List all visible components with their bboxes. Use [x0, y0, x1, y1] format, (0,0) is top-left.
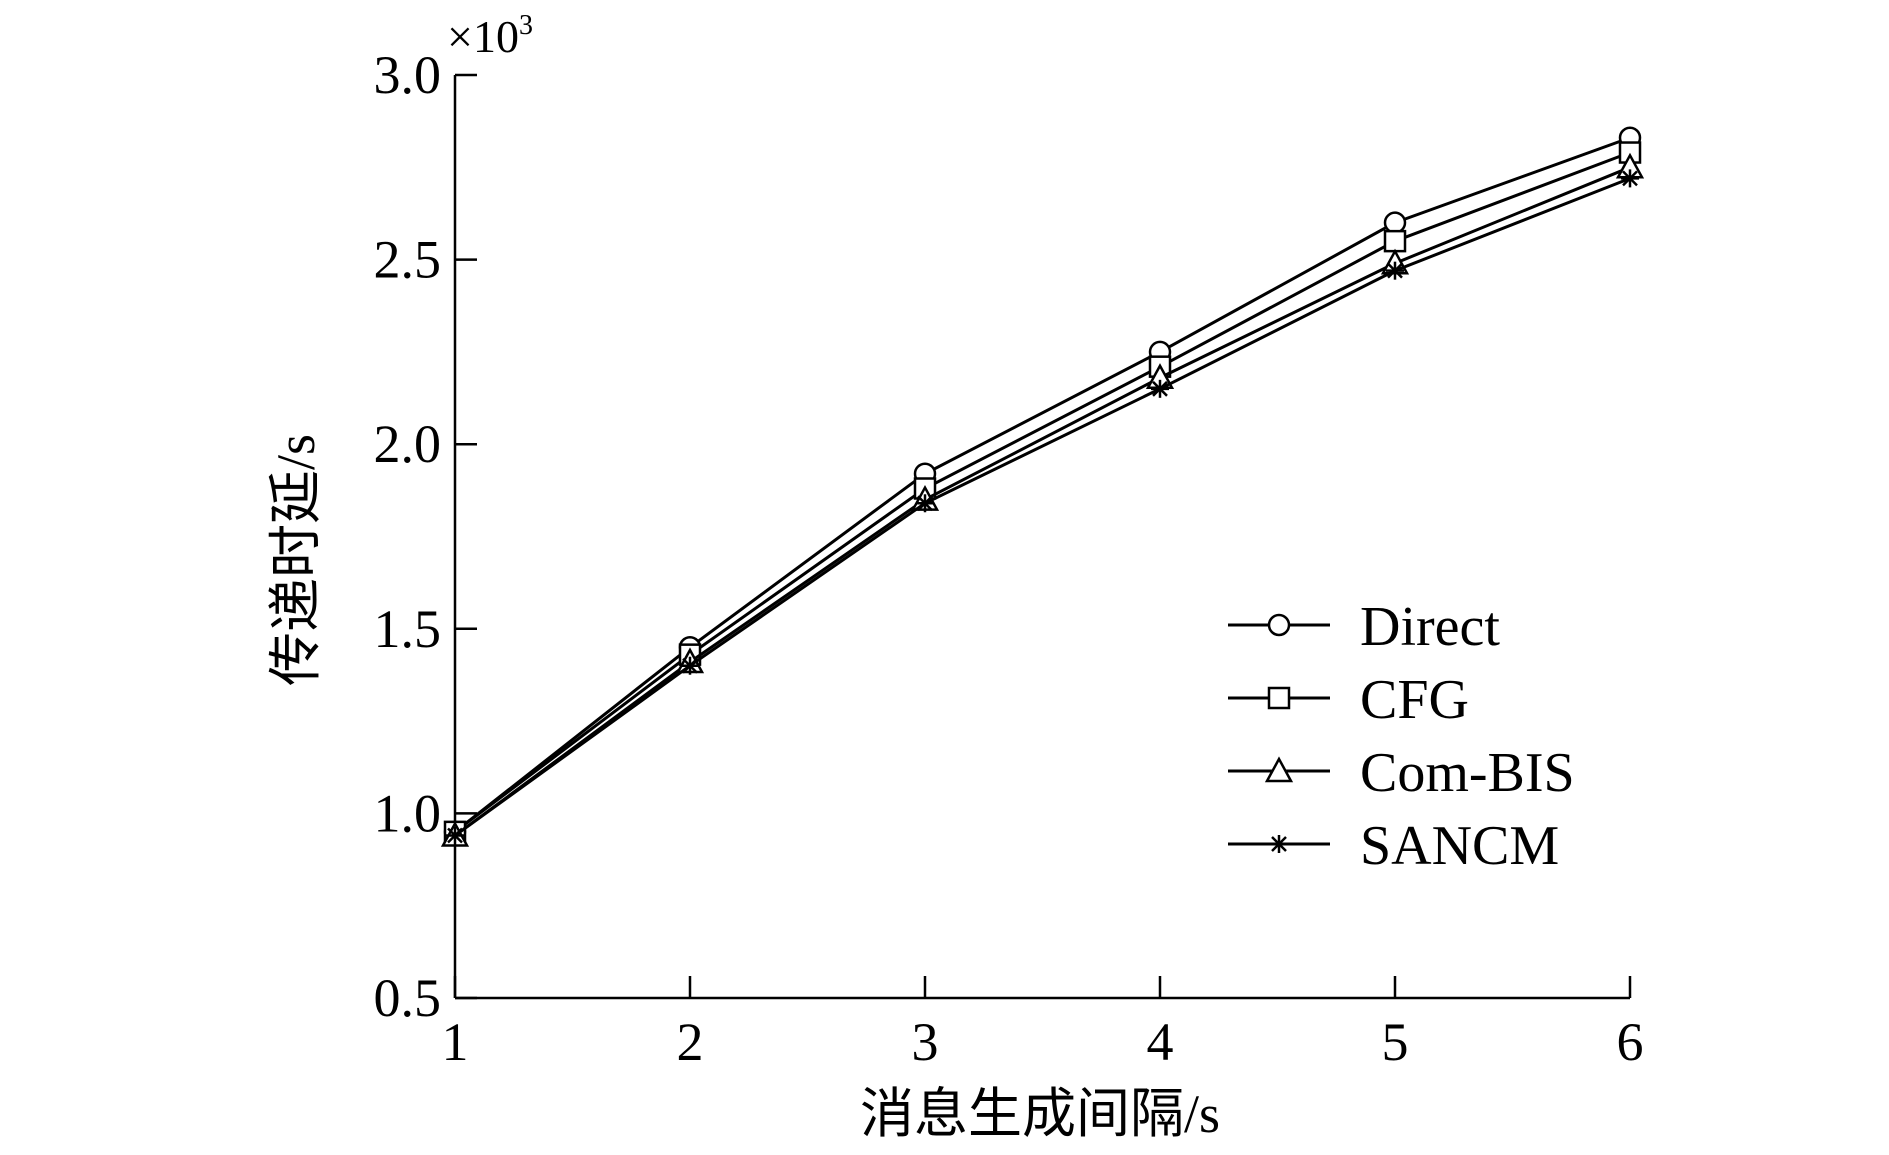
star-stroke: [917, 495, 933, 512]
legend-item-cfg: CFG: [1228, 669, 1469, 731]
star-stroke: [1152, 380, 1168, 397]
legend-marker: [1264, 756, 1294, 783]
x-tick-label: 6: [1617, 1012, 1644, 1072]
star-stroke: [682, 657, 698, 674]
legend-label: Direct: [1360, 596, 1500, 658]
legend-marker: [1270, 835, 1288, 853]
series-line-com-bis: [454, 165, 1631, 837]
data-point-sancm: [681, 656, 699, 675]
legend-item-com-bis: Com-BIS: [1228, 742, 1575, 804]
y-tick-label: 2.5: [374, 230, 442, 290]
y-axis-title: 传递时延/s: [266, 434, 326, 686]
x-tick-label: 1: [442, 1012, 469, 1072]
y-tick-label: 0.5: [374, 968, 442, 1028]
series-line-sancm: [454, 176, 1631, 837]
y-axis-multiplier: ×103: [447, 10, 533, 62]
y-axis-multiplier-exponent: 3: [519, 10, 533, 41]
x-tick-label: 3: [912, 1012, 939, 1072]
legend-item-direct: Direct: [1228, 596, 1500, 658]
y-tick-label: 3.0: [374, 45, 442, 105]
star-stroke: [447, 827, 463, 844]
data-point-direct: [1383, 211, 1407, 234]
legend-item-sancm: SANCM: [1228, 815, 1559, 877]
y-tick-label: 2.0: [374, 414, 442, 474]
legend-label: Com-BIS: [1360, 742, 1575, 804]
y-tick-label: 1.0: [374, 783, 442, 843]
legend-marker: [1267, 686, 1291, 710]
data-point-sancm: [1386, 261, 1404, 280]
star-stroke: [1387, 262, 1403, 279]
series-cfg: [443, 141, 1642, 844]
x-tick-label: 2: [677, 1012, 704, 1072]
data-point-sancm: [1151, 379, 1169, 398]
legend-marker: [1267, 613, 1291, 637]
star-stroke: [1271, 836, 1287, 852]
data-point-sancm: [916, 494, 934, 513]
y-tick-label: 1.5: [374, 599, 442, 659]
series-group: [440, 126, 1645, 847]
axes: 0.5 1.0 1.5 2.0 2.5 3.0 1 2 3 4 5 6: [374, 45, 1644, 1072]
series-sancm: [446, 169, 1639, 845]
legend-label: CFG: [1360, 669, 1469, 731]
data-point-sancm: [446, 826, 464, 845]
data-point-cfg: [1383, 229, 1407, 253]
x-tick-label: 4: [1147, 1012, 1174, 1072]
star-stroke: [1622, 170, 1638, 187]
y-axis-multiplier-base: ×10: [447, 11, 519, 62]
legend-label: SANCM: [1360, 815, 1559, 877]
x-axis-title: 消息生成间隔/s: [860, 1084, 1220, 1144]
series-line-direct: [454, 136, 1631, 834]
legend: Direct CFG Com-BIS SANCM: [1228, 596, 1575, 877]
x-tick-label: 5: [1382, 1012, 1409, 1072]
series-line-cfg: [454, 151, 1631, 834]
data-point-sancm: [1621, 169, 1639, 188]
